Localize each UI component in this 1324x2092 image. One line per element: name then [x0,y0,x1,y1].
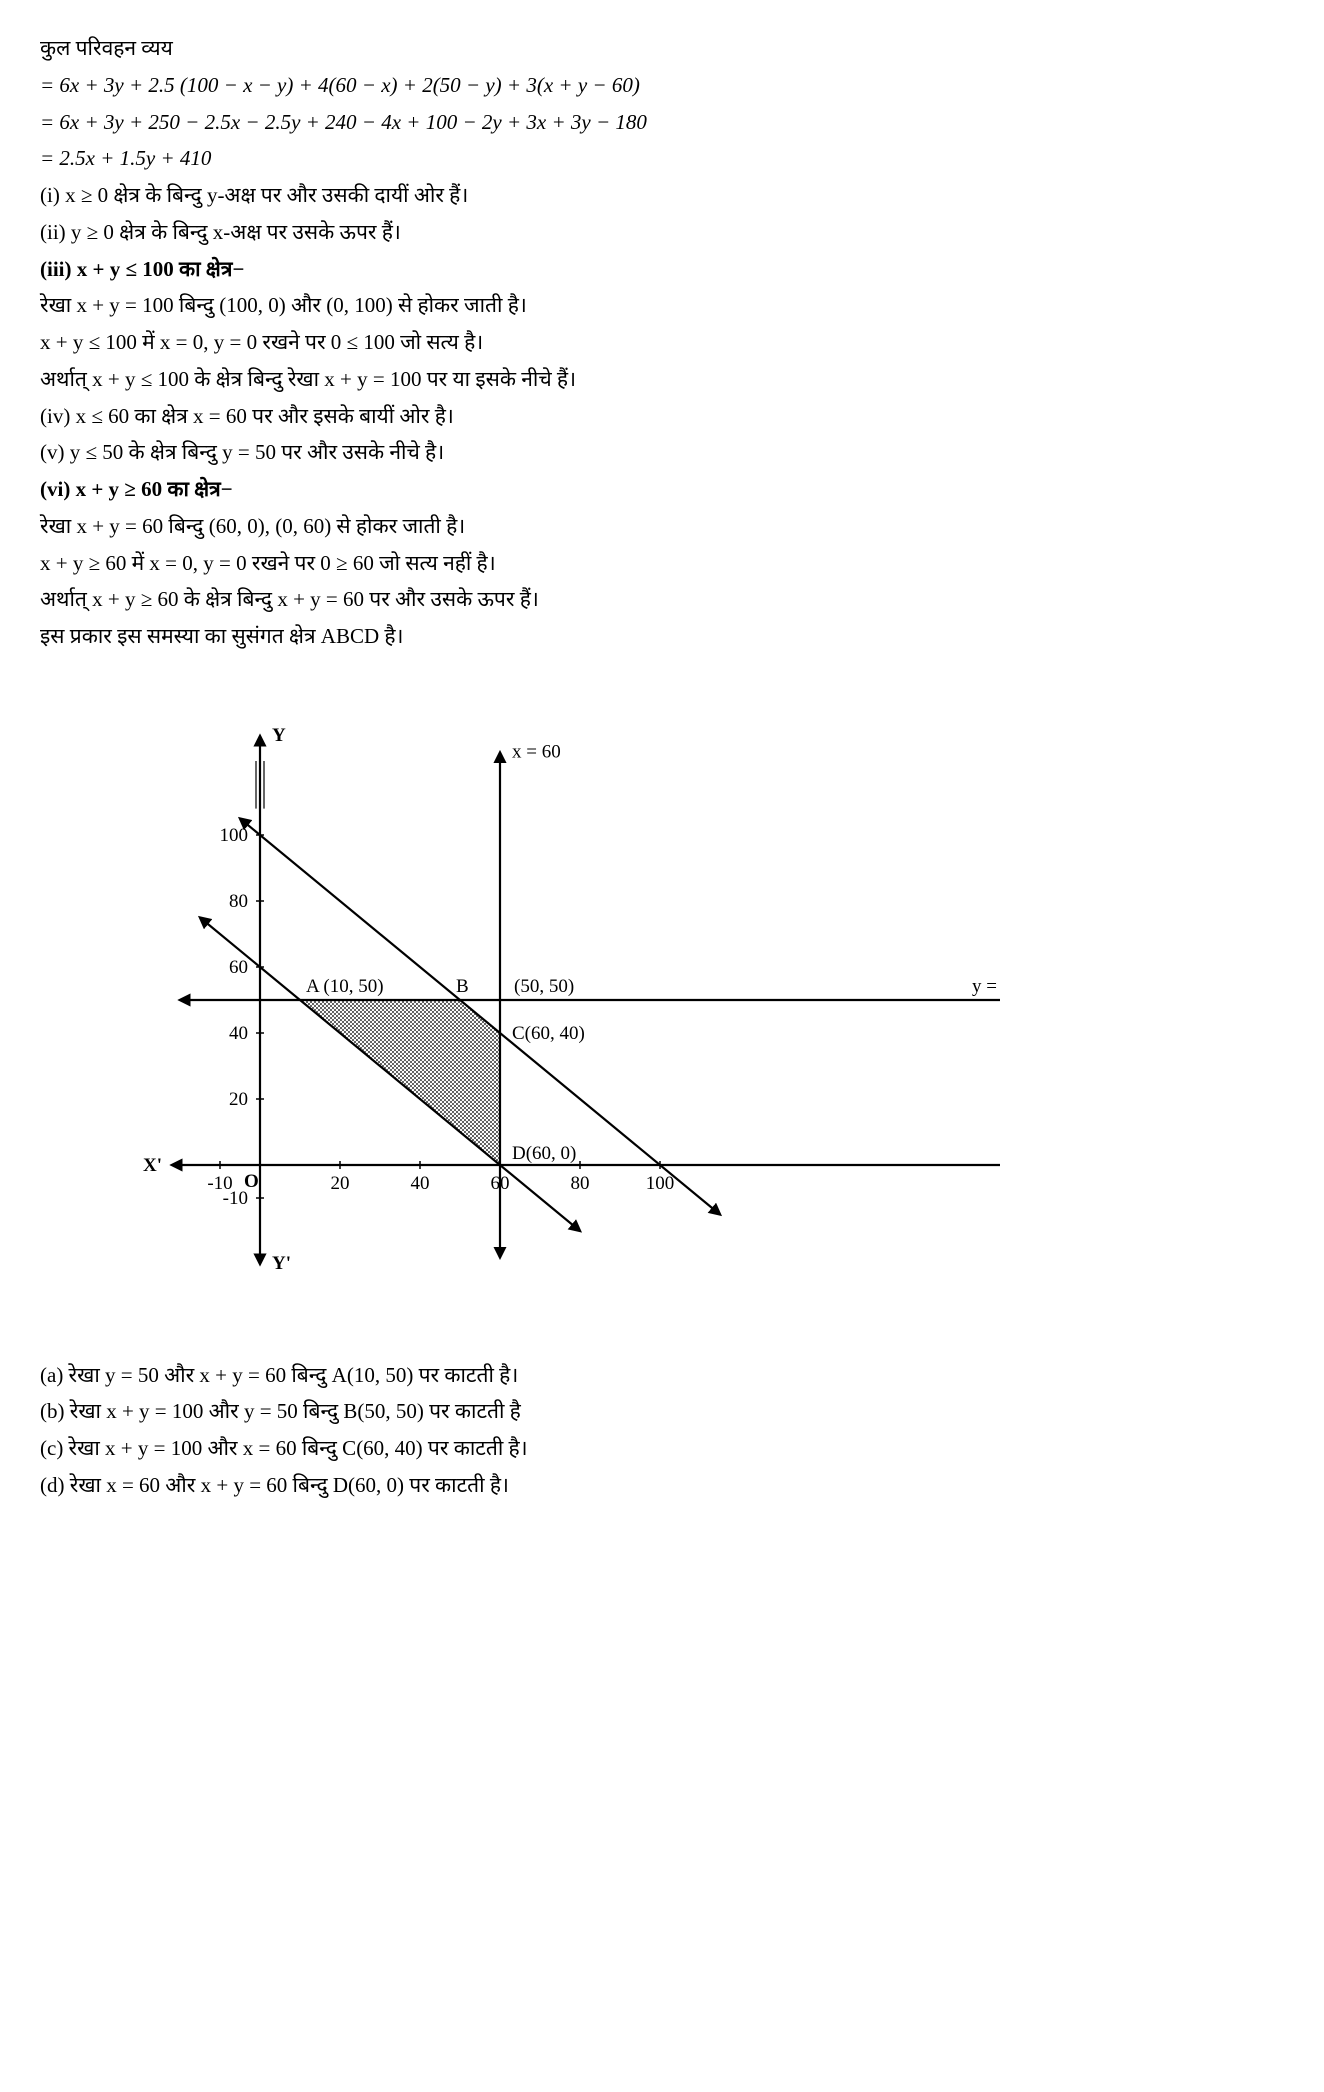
line-label-y50: y = 50 [972,976,1000,997]
x-tick-label: 40 [411,1173,430,1194]
x-tick-label: 100 [646,1173,675,1194]
y-tick-label: 40 [229,1023,248,1044]
intersection-d: (d) रेखा x = 60 और x + y = 60 बिन्दु D(6… [40,1467,1284,1504]
y-tick-label: 80 [229,891,248,912]
chart-svg: -1020406080100-1020406080100YY'XX'Ox = 6… [100,675,1000,1325]
equation-line: = 6x + 3y + 250 − 2.5x − 2.5y + 240 − 4x… [40,104,1284,141]
intersection-b: (b) रेखा x + y = 100 और y = 50 बिन्दु B(… [40,1393,1284,1430]
constraint-v: (v) y ≤ 50 के क्षेत्र बिन्दु y = 50 पर औ… [40,434,1284,471]
constraint-iii-3: अर्थात् x + y ≤ 100 के क्षेत्र बिन्दु रे… [40,361,1284,398]
point-label-B2: (50, 50) [514,976,574,997]
axis-label-Xp: X' [143,1155,162,1176]
axis-label-Yp: Y' [272,1253,291,1274]
x-tick-label: 80 [571,1173,590,1194]
x-tick-label: 60 [491,1173,510,1194]
constraint-vi-3: अर्थात् x + y ≥ 60 के क्षेत्र बिन्दु x +… [40,581,1284,618]
constraint-iii-head: (iii) x + y ≤ 100 का क्षेत्र− [40,251,1284,288]
point-label-D: D(60, 0) [512,1143,576,1164]
intersection-a: (a) रेखा y = 50 और x + y = 60 बिन्दु A(1… [40,1357,1284,1394]
constraint-iii-1: रेखा x + y = 100 बिन्दु (100, 0) और (0, … [40,287,1284,324]
intersection-c: (c) रेखा x + y = 100 और x = 60 बिन्दु C(… [40,1430,1284,1467]
constraint-line-x+y=100 [240,818,720,1214]
y-tick-label: 20 [229,1089,248,1110]
constraint-vi-head: (vi) x + y ≥ 60 का क्षेत्र− [40,471,1284,508]
constraint-ii: (ii) y ≥ 0 क्षेत्र के बिन्दु x-अक्ष पर उ… [40,214,1284,251]
line-label-x60: x = 60 [512,741,561,762]
constraint-vi-1: रेखा x + y = 60 बिन्दु (60, 0), (0, 60) … [40,508,1284,545]
feasible-region-text: इस प्रकार इस समस्या का सुसंगत क्षेत्र AB… [40,618,1284,655]
equation-line: = 6x + 3y + 2.5 (100 − x − y) + 4(60 − x… [40,67,1284,104]
constraint-i: (i) x ≥ 0 क्षेत्र के बिन्दु y-अक्ष पर और… [40,177,1284,214]
lpp-chart: -1020406080100-1020406080100YY'XX'Ox = 6… [100,675,1284,1337]
y-tick-label: 100 [220,825,249,846]
origin-label: O [244,1171,259,1192]
axis-label-Y: Y [272,725,286,746]
constraint-iii-2: x + y ≤ 100 में x = 0, y = 0 रखने पर 0 ≤… [40,324,1284,361]
equation-line: = 2.5x + 1.5y + 410 [40,140,1284,177]
y-tick-label: 60 [229,957,248,978]
constraint-vi-2: x + y ≥ 60 में x = 0, y = 0 रखने पर 0 ≥ … [40,545,1284,582]
point-label-B: B [456,976,469,997]
x-tick-label: 20 [331,1173,350,1194]
text-line: कुल परिवहन व्यय [40,30,1284,67]
point-label-C: C(60, 40) [512,1023,585,1044]
constraint-iv: (iv) x ≤ 60 का क्षेत्र x = 60 पर और इसके… [40,398,1284,435]
point-label-A: A (10, 50) [306,976,384,997]
